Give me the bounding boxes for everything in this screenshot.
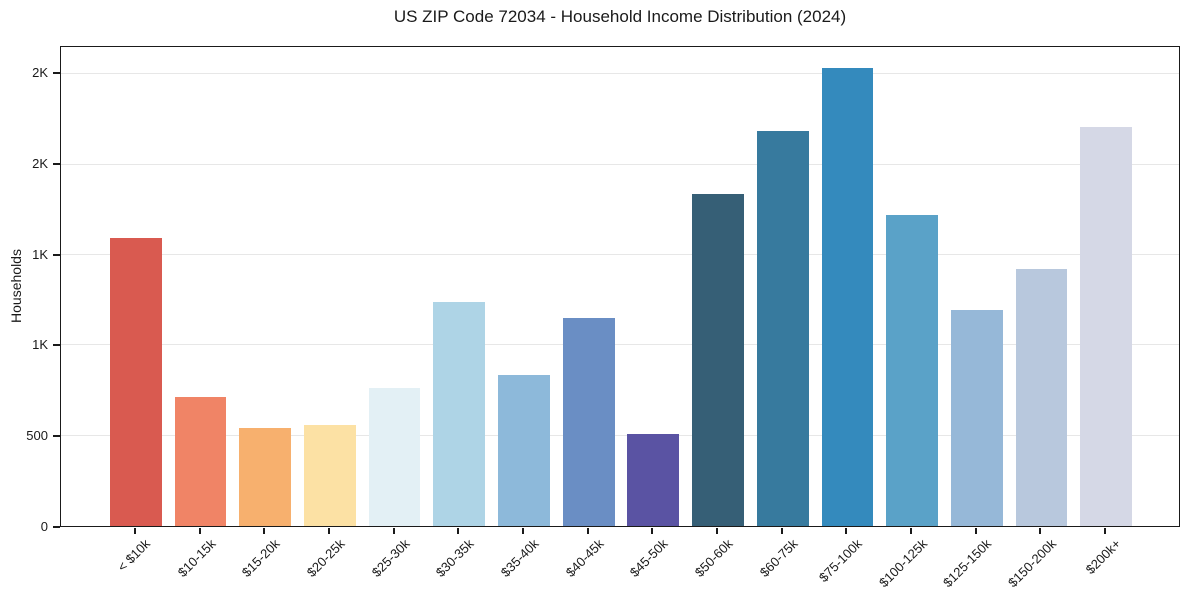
- y-tick-mark: [53, 72, 60, 75]
- bar: [368, 388, 421, 526]
- x-tick-label: $125-150k: [940, 536, 995, 590]
- x-tick-label: $150-200k: [1005, 536, 1060, 590]
- bar: [174, 397, 227, 526]
- y-tick-label: 0: [40, 519, 48, 534]
- bar: [692, 193, 744, 526]
- bar: [886, 215, 938, 526]
- bar: [821, 67, 874, 526]
- x-tick-label: $45-50k: [627, 536, 671, 580]
- x-tick-label: $200k+: [1082, 536, 1124, 578]
- x-tick-label: $100-125k: [875, 536, 930, 590]
- y-tick-mark: [53, 526, 60, 528]
- x-tick-mark: [974, 528, 977, 534]
- gridline: [61, 73, 1179, 75]
- x-tick-label: $35-40k: [497, 536, 542, 580]
- y-tick-label: 1K: [32, 246, 48, 262]
- x-tick-label: $40-45k: [562, 536, 607, 580]
- x-tick-label: $30-35k: [433, 536, 477, 580]
- y-tick-mark: [53, 344, 60, 347]
- bar: [756, 131, 809, 526]
- y-tick-mark: [53, 435, 60, 438]
- gridline: [61, 434, 1179, 436]
- x-tick-mark: [392, 528, 395, 534]
- x-tick-label: $20-25k: [303, 536, 348, 580]
- bar: [627, 434, 680, 526]
- gridline: [61, 163, 1179, 165]
- y-tick-label: 2K: [32, 155, 48, 171]
- x-tick-mark: [716, 528, 719, 534]
- x-tick-label: $15-20k: [238, 536, 283, 580]
- x-tick-mark: [521, 528, 524, 534]
- bar: [239, 428, 292, 526]
- x-tick-label: $50-60k: [691, 536, 736, 580]
- x-tick-mark: [133, 528, 136, 534]
- x-tick-mark: [198, 528, 201, 534]
- x-tick-mark: [1104, 528, 1107, 534]
- bar: [433, 302, 486, 526]
- y-tick-mark: [53, 162, 60, 165]
- chart-title: US ZIP Code 72034 - Household Income Dis…: [393, 7, 847, 26]
- gridline: [61, 344, 1179, 346]
- x-tick-label: $10-15k: [174, 536, 219, 580]
- bar: [1080, 127, 1133, 526]
- gridline: [61, 253, 1179, 255]
- x-tick-mark: [327, 528, 330, 534]
- y-tick-mark: [53, 253, 60, 256]
- y-tick-label: 1K: [32, 337, 48, 353]
- x-tick-label: < $10k: [114, 536, 154, 575]
- bar: [562, 318, 615, 526]
- bar: [950, 310, 1003, 526]
- bar: [498, 374, 550, 526]
- plot-area: [60, 46, 1180, 527]
- x-tick-mark: [780, 528, 783, 534]
- x-tick-mark: [586, 528, 589, 534]
- x-tick-mark: [910, 528, 913, 534]
- x-tick-mark: [457, 528, 460, 534]
- bar: [109, 238, 162, 526]
- y-tick-label: 2K: [32, 65, 48, 81]
- x-tick-mark: [651, 528, 654, 534]
- x-tick-mark: [845, 528, 848, 534]
- bar: [304, 424, 356, 526]
- bar: [1015, 269, 1068, 526]
- x-tick-mark: [263, 528, 266, 534]
- y-tick-label: 500: [26, 428, 48, 444]
- x-tick-label: $75-100k: [816, 536, 866, 585]
- x-tick-mark: [1039, 528, 1042, 534]
- x-tick-label: $25-30k: [368, 536, 413, 580]
- x-tick-label: $60-75k: [756, 536, 801, 580]
